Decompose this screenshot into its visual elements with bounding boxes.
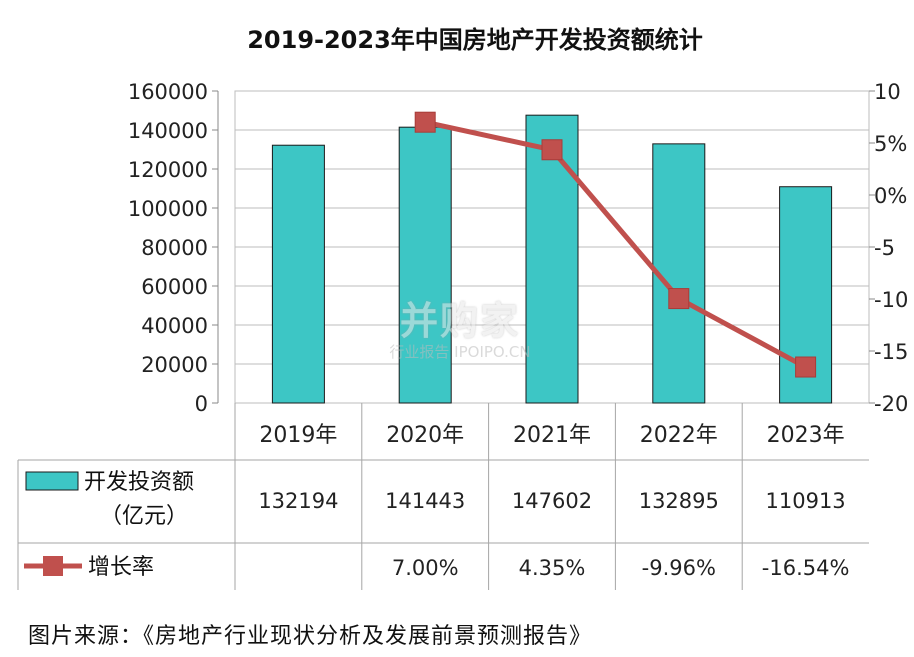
growth-rate-point bbox=[414, 111, 436, 133]
category-label: 2021年 bbox=[513, 423, 591, 448]
bar bbox=[652, 143, 706, 404]
left-axis-tick-label: 0 bbox=[195, 392, 208, 416]
legend-bar-label: 开发投资额 bbox=[84, 470, 194, 495]
right-axis-tick-label: 5% bbox=[874, 132, 907, 156]
left-axis-tick-label: 20000 bbox=[141, 353, 208, 377]
legend-line-marker bbox=[43, 556, 63, 576]
right-axis-tick-label: 10 bbox=[874, 80, 901, 104]
table-value-investment: 132895 bbox=[639, 489, 719, 513]
growth-rate-line bbox=[424, 119, 807, 370]
table-value-investment: 147602 bbox=[512, 489, 592, 513]
category-label: 2019年 bbox=[259, 423, 337, 448]
table-value-growth: -16.54% bbox=[762, 556, 850, 580]
growth-rate-point bbox=[541, 139, 563, 161]
growth-rate-point bbox=[795, 356, 817, 378]
left-axis-tick-label: 80000 bbox=[141, 236, 208, 260]
category-label: 2022年 bbox=[640, 423, 718, 448]
right-axis-tick-label: -20 bbox=[874, 392, 908, 416]
legend-bar-swatch bbox=[25, 471, 79, 491]
left-axis-tick-label: 100000 bbox=[128, 197, 208, 221]
legend-bar-unit: （亿元） bbox=[100, 504, 188, 529]
left-axis-tick-label: 60000 bbox=[141, 275, 208, 299]
right-axis-tick-label: -5 bbox=[874, 236, 895, 260]
category-label: 2023年 bbox=[767, 423, 845, 448]
left-axis-tick-label: 140000 bbox=[128, 119, 208, 143]
table-value-growth: -9.96% bbox=[642, 556, 716, 580]
table-value-investment: 110913 bbox=[766, 489, 846, 513]
left-axis-tick-label: 120000 bbox=[128, 158, 208, 182]
legend-line-label: 增长率 bbox=[88, 555, 154, 580]
source-caption: 图片来源：《房地产行业现状分析及发展前景预测报告》 bbox=[28, 624, 593, 649]
bar bbox=[271, 144, 325, 404]
table-value-growth: 4.35% bbox=[519, 556, 586, 580]
right-axis-tick-label: -10 bbox=[874, 288, 908, 312]
right-axis-tick-label: 0% bbox=[874, 184, 907, 208]
category-label: 2020年 bbox=[386, 423, 464, 448]
table-value-investment: 132194 bbox=[258, 489, 338, 513]
growth-rate-point bbox=[668, 288, 690, 310]
bar bbox=[525, 114, 579, 404]
table-value-investment: 141443 bbox=[385, 489, 465, 513]
left-axis-tick-label: 40000 bbox=[141, 314, 208, 338]
chart-title: 2019-2023年中国房地产开发投资额统计 bbox=[247, 26, 703, 54]
table-value-growth: 7.00% bbox=[392, 556, 459, 580]
bar bbox=[398, 126, 452, 404]
left-axis-tick-label: 160000 bbox=[128, 80, 208, 104]
right-axis-tick-label: -15 bbox=[874, 340, 908, 364]
